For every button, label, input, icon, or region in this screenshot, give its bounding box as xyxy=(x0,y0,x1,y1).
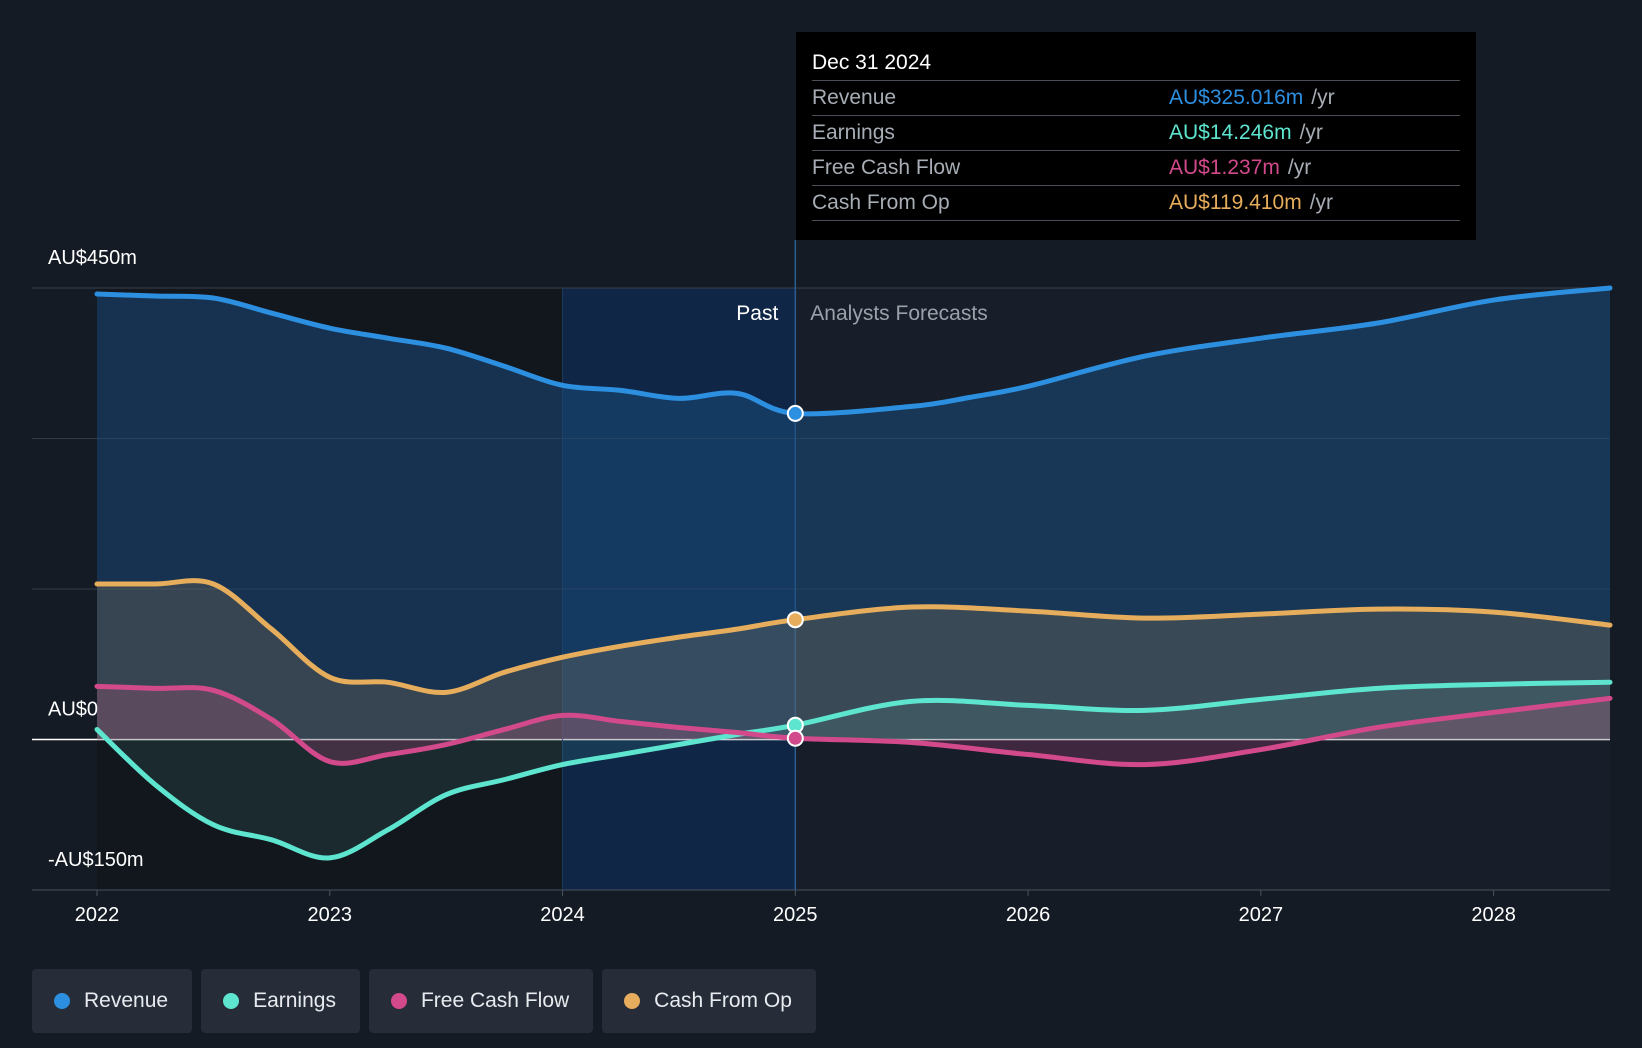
hover-markers xyxy=(786,404,804,747)
legend-label: Free Cash Flow xyxy=(420,989,570,1012)
legend-item-revenue[interactable]: Revenue xyxy=(32,969,193,1033)
tooltip-value: AU$119.410m xyxy=(1169,191,1302,214)
hover-tooltip: Dec 31 2024 Revenue AU$325.016m /yr Earn… xyxy=(796,32,1476,240)
earnings-dot-icon xyxy=(223,993,240,1009)
tooltip-label: Cash From Op xyxy=(812,191,950,214)
cash-from-op-area xyxy=(97,580,1610,740)
revenue-line xyxy=(94,285,1613,417)
tooltip-unit: /yr xyxy=(1287,156,1312,179)
x-tick-label: 2023 xyxy=(308,904,353,926)
legend-label: Revenue xyxy=(84,989,169,1012)
legend-item-free-cash-flow[interactable]: Free Cash Flow xyxy=(368,969,594,1033)
free-cash-flow-area xyxy=(97,686,1610,765)
free-cash-flow-marker xyxy=(786,729,804,747)
tooltip-unit: /yr xyxy=(1311,86,1335,109)
tooltip-value: AU$14.246m xyxy=(1169,121,1292,144)
series-lines xyxy=(94,285,1613,861)
axis-labels: AU$450m AU$0 -AU$150m 2022 2023 2024 2025 2026 2… xyxy=(48,247,1516,926)
tooltip-row-free-cash-flow: Free Cash Flow AU$1.237m /yr xyxy=(812,151,1460,186)
y-tick-label: -AU$150m xyxy=(48,849,144,871)
tooltip-row-earnings: Earnings AU$14.246m /yr xyxy=(812,116,1460,151)
forecast-region-label: Analysts Forecasts xyxy=(810,302,987,325)
legend-item-earnings[interactable]: Earnings xyxy=(201,969,360,1033)
free-cash-flow-line xyxy=(94,683,1613,768)
earnings-area xyxy=(97,682,1610,859)
tooltip-row-revenue: Revenue AU$325.016m /yr xyxy=(812,81,1460,116)
x-tick-label: 2022 xyxy=(75,904,120,926)
tooltip-value: AU$325.016m xyxy=(1169,86,1304,109)
cash-from-op-dot-icon xyxy=(624,993,641,1009)
tooltip-label: Revenue xyxy=(812,86,897,109)
x-tick-label: 2026 xyxy=(1006,904,1051,926)
cash-from-op-marker xyxy=(786,611,804,629)
x-tick-label: 2028 xyxy=(1471,904,1516,926)
revenue-marker xyxy=(786,404,804,422)
tooltip-label: Earnings xyxy=(812,121,895,144)
earnings-line xyxy=(94,679,1613,861)
cash-from-op-line xyxy=(94,578,1613,695)
free-cash-flow-dot-icon xyxy=(390,993,407,1009)
y-tick-label: AU$450m xyxy=(48,247,137,269)
revenue-area xyxy=(97,288,1610,740)
tooltip-row-cash-from-op: Cash From Op AU$119.410m /yr xyxy=(812,186,1460,221)
x-tick-label: 2027 xyxy=(1239,904,1284,926)
legend-label: Cash From Op xyxy=(654,989,792,1012)
tooltip-unit: /yr xyxy=(1299,121,1323,144)
tooltip-date: Dec 31 2024 xyxy=(812,46,1460,81)
legend-label: Earnings xyxy=(253,989,336,1012)
tooltip-label: Free Cash Flow xyxy=(812,156,961,179)
x-tick-label: 2024 xyxy=(540,904,585,926)
tooltip-value: AU$1.237m xyxy=(1169,156,1280,179)
series-areas xyxy=(97,288,1610,859)
revenue-dot-icon xyxy=(54,993,70,1009)
tooltip-unit: /yr xyxy=(1309,191,1334,214)
chart-legend: Revenue Earnings Free Cash Flow Cash Fro… xyxy=(32,969,816,1033)
legend-item-cash-from-op[interactable]: Cash From Op xyxy=(602,969,816,1033)
past-region-label: Past xyxy=(736,302,778,325)
x-tick-label: 2025 xyxy=(773,904,818,926)
y-tick-label: AU$0 xyxy=(48,699,98,721)
